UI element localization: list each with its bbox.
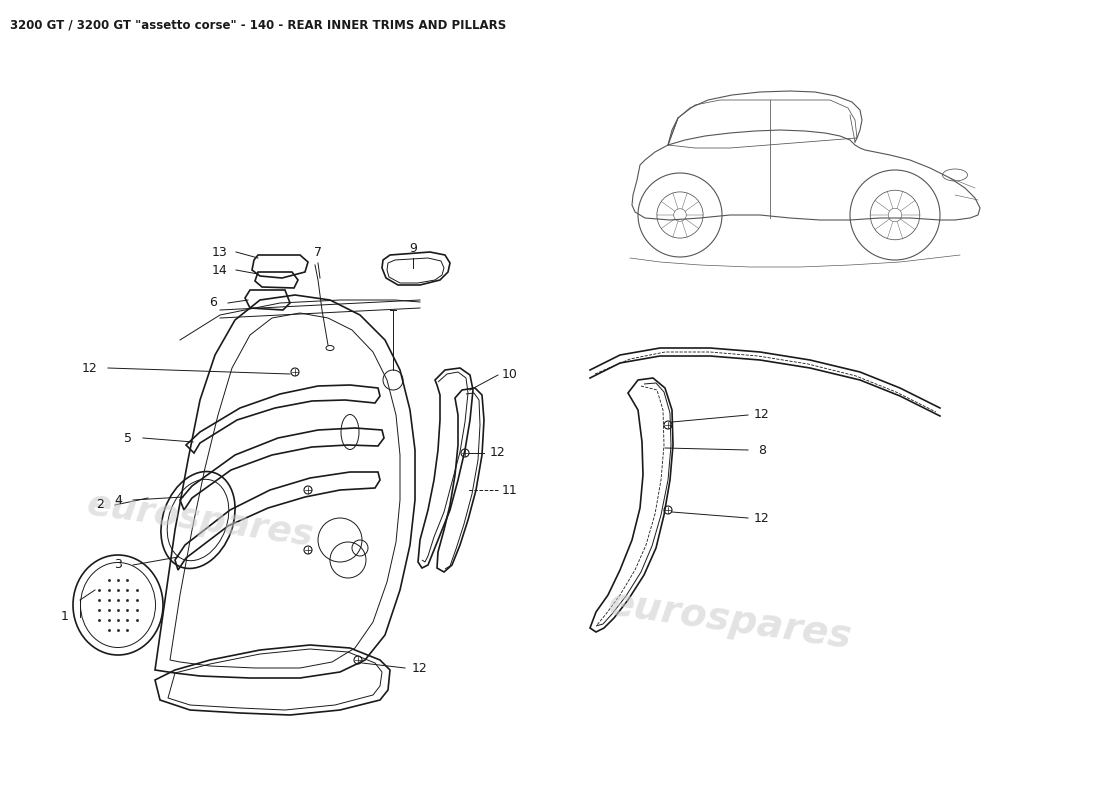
- Text: 1: 1: [62, 610, 69, 623]
- Text: 7: 7: [314, 246, 322, 259]
- Text: 9: 9: [409, 242, 417, 254]
- Text: 8: 8: [758, 443, 766, 457]
- Text: eurospares: eurospares: [85, 487, 316, 553]
- Text: 3: 3: [114, 558, 122, 571]
- Text: 2: 2: [96, 498, 103, 511]
- Text: 11: 11: [502, 483, 518, 497]
- Text: 12: 12: [412, 662, 428, 674]
- Text: 10: 10: [502, 369, 518, 382]
- Text: 13: 13: [212, 246, 228, 258]
- Text: eurospares: eurospares: [606, 584, 855, 656]
- Text: 5: 5: [124, 431, 132, 445]
- Text: 4: 4: [114, 494, 122, 506]
- Text: 12: 12: [491, 446, 506, 459]
- Text: 12: 12: [755, 511, 770, 525]
- Text: 12: 12: [755, 409, 770, 422]
- Text: 12: 12: [82, 362, 98, 374]
- Text: 6: 6: [209, 297, 217, 310]
- Text: 14: 14: [212, 263, 228, 277]
- Text: 3200 GT / 3200 GT "assetto corse" - 140 - REAR INNER TRIMS AND PILLARS: 3200 GT / 3200 GT "assetto corse" - 140 …: [10, 18, 506, 31]
